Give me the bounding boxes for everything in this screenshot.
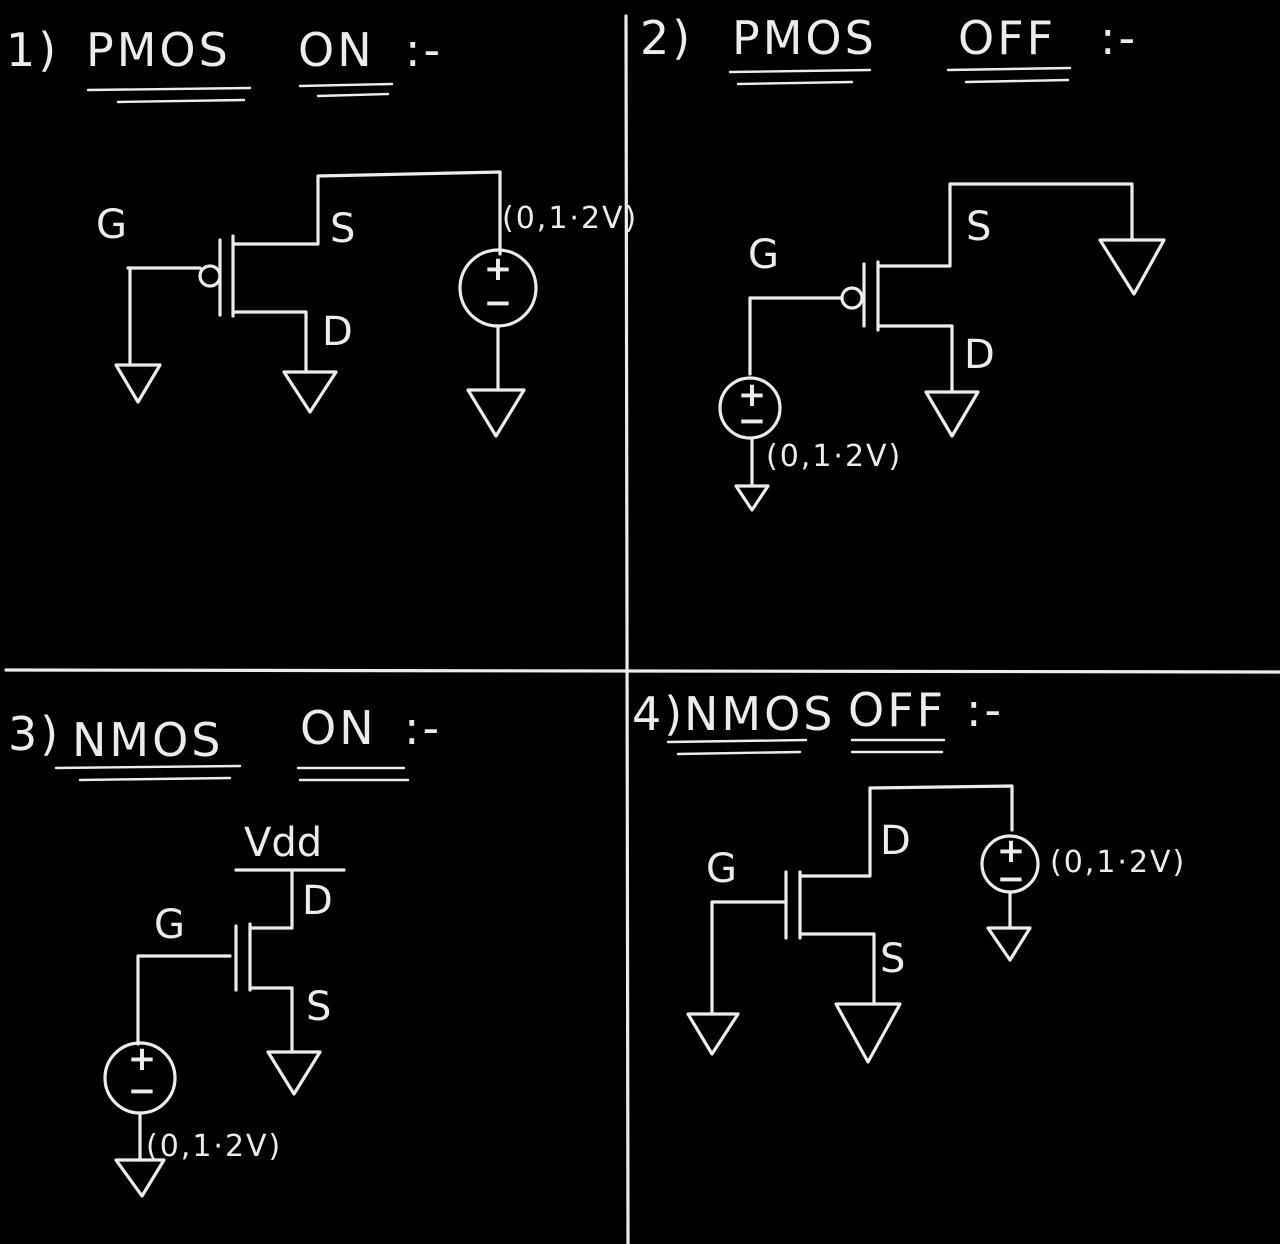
minus-sign: − <box>738 401 767 441</box>
gate-label: G <box>96 202 127 248</box>
panel-device: PMOS <box>86 23 231 77</box>
panel-state: OFF <box>958 11 1056 65</box>
supply-value: (0,1·2V) <box>1050 845 1186 880</box>
panel-nmos-off: 4) NMOS OFF :- G D S (0,1·2V) + − <box>632 683 1186 1064</box>
panel-suffix: :- <box>404 701 442 755</box>
source-label: S <box>330 206 355 252</box>
drain-label: D <box>322 309 353 355</box>
vdd-label: Vdd <box>244 820 322 866</box>
title-underline <box>54 764 242 782</box>
panel-number: 4) <box>632 687 685 741</box>
pmos-transistor <box>126 170 502 374</box>
plus-sign: + <box>128 1039 157 1079</box>
nmos-transistor <box>710 784 1014 1016</box>
voltage-source: + − <box>458 248 538 392</box>
ground-icon <box>282 370 338 414</box>
panel-suffix: :- <box>405 23 443 77</box>
panel-device: NMOS <box>684 687 836 741</box>
panel-suffix: :- <box>1100 11 1138 65</box>
gate-label: G <box>154 902 185 948</box>
supply-value: (0,1·2V) <box>146 1129 282 1164</box>
ground-icon <box>1098 238 1166 296</box>
ground-icon <box>924 390 980 438</box>
title-underline <box>666 738 808 756</box>
title-underline <box>296 766 410 782</box>
ground-icon <box>734 484 770 512</box>
panel-pmos-on: 1) PMOS ON :- G S D (0,1·2V) + − <box>6 23 638 438</box>
gate-label: G <box>748 232 779 278</box>
title-underline <box>298 82 394 98</box>
drain-label: D <box>964 332 995 378</box>
source-label: S <box>880 936 905 982</box>
panel-state: ON <box>300 701 377 755</box>
panel-device: PMOS <box>732 11 877 65</box>
panel-pmos-off: 2) PMOS OFF :- G S D (0,1·2V) + − <box>640 11 1166 512</box>
supply-value: (0,1·2V) <box>502 201 638 236</box>
drain-label: D <box>880 818 911 864</box>
minus-sign: − <box>128 1071 157 1111</box>
panel-number: 2) <box>640 11 693 65</box>
nmos-transistor <box>136 870 294 1054</box>
source-label: S <box>306 984 331 1030</box>
supply-value: (0,1·2V) <box>766 439 902 474</box>
voltage-source: + − <box>718 375 782 488</box>
panel-nmos-on: 3) NMOS ON :- Vdd G D S (0,1·2V) + − <box>8 701 442 1198</box>
plus-sign: + <box>738 375 767 415</box>
source-label: S <box>966 204 991 250</box>
ground-icon <box>686 1012 740 1056</box>
vertical-divider <box>624 14 630 1244</box>
title-underline <box>86 86 252 104</box>
ground-icon <box>114 266 162 404</box>
voltage-source: + − <box>980 831 1040 930</box>
ground-icon <box>466 388 526 438</box>
plus-sign: + <box>484 249 513 289</box>
pmos-transistor <box>748 182 1134 394</box>
horizontal-divider <box>4 668 1280 674</box>
ground-icon <box>834 1002 902 1064</box>
title-underline <box>850 738 946 754</box>
panel-state: ON <box>298 23 375 77</box>
panel-number: 1) <box>6 23 59 77</box>
title-underline <box>946 66 1072 84</box>
gate-label: G <box>706 846 737 892</box>
ground-icon <box>266 1050 322 1096</box>
voltage-source: + − <box>103 1039 177 1162</box>
panel-state: OFF <box>848 683 946 737</box>
title-underline <box>728 68 872 86</box>
panel-suffix: :- <box>966 683 1004 737</box>
minus-sign: − <box>484 283 513 323</box>
ground-icon <box>986 926 1032 962</box>
panel-device: NMOS <box>72 713 224 767</box>
drain-label: D <box>302 878 333 924</box>
ground-icon <box>114 1158 166 1198</box>
panel-number: 3) <box>8 707 61 761</box>
plus-sign: + <box>997 831 1026 871</box>
